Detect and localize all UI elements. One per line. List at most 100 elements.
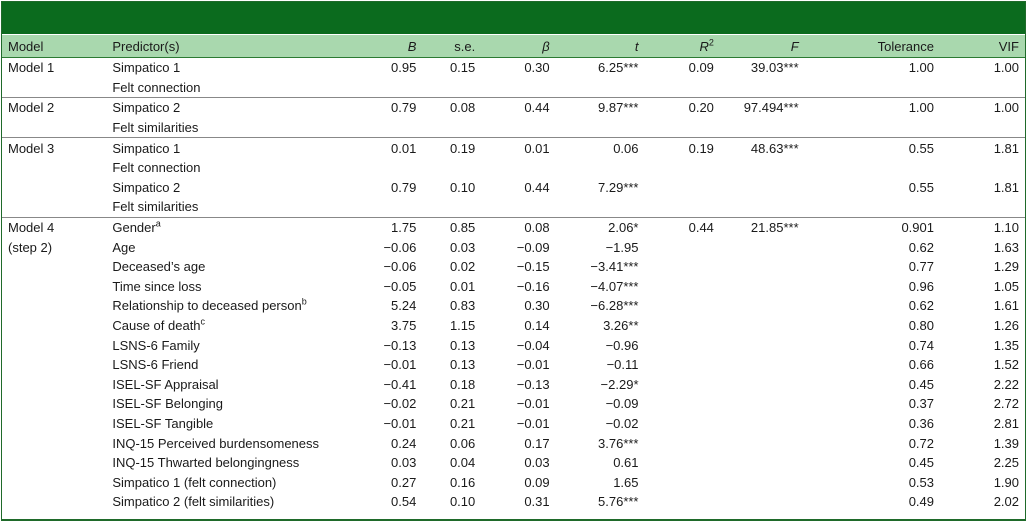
cell-b: 0.79 xyxy=(391,179,417,195)
cell-f xyxy=(714,118,799,138)
cell-beta: −0.09 xyxy=(516,239,550,255)
cell-beta: 0.44 xyxy=(524,179,550,195)
cell-f xyxy=(714,296,799,316)
cell-beta: 0.09 xyxy=(524,474,550,490)
cell-predictor: Relationship to deceased personb xyxy=(106,296,323,316)
cell-t xyxy=(550,118,639,138)
cell-model xyxy=(2,118,106,138)
header-r2-label: R xyxy=(699,38,709,54)
header-t: t xyxy=(549,35,639,58)
cell-model xyxy=(2,375,106,395)
cell-predictor: Gendera xyxy=(106,216,324,238)
cell-se: 0.18 xyxy=(449,376,476,392)
predictor-label: ISEL-SF Belonging xyxy=(112,396,223,412)
cell-t xyxy=(550,158,639,178)
cell-predictor: Age xyxy=(106,237,323,257)
cell-se: 0.21 xyxy=(449,415,476,431)
cell-b: 5.24 xyxy=(391,298,417,314)
cell-model xyxy=(2,78,106,98)
cell-predictor: INQ-15 Perceived burdensomeness xyxy=(106,433,323,453)
cell-model: Model 1 xyxy=(8,60,55,76)
cell-b: −0.01 xyxy=(383,357,417,373)
cell-tolerance: 0.80 xyxy=(908,318,934,334)
cell-model xyxy=(2,355,106,375)
cell-vif: 2.22 xyxy=(993,376,1019,392)
cell-tolerance: 0.45 xyxy=(908,455,934,471)
cell-r2: 0.09 xyxy=(688,60,714,76)
predictor-label: INQ-15 Thwarted belongingness xyxy=(112,455,300,471)
predictor-label: Simpatico 2 xyxy=(112,100,181,116)
cell-predictor: Felt similarities xyxy=(106,197,323,217)
cell-vif: 1.26 xyxy=(993,318,1019,334)
table-row: ISEL-SF Appraisal −0.41 0.18 −0.13 −2.29* 0.4… xyxy=(2,375,1025,395)
cell-f xyxy=(714,335,799,355)
cell-t: 6.25*** xyxy=(598,60,639,76)
predictor-label: Felt similarities xyxy=(112,120,199,136)
cell-b: 0.03 xyxy=(391,455,417,471)
cell-predictor: Simpatico 2 (felt similarities) xyxy=(106,492,323,512)
cell-r2 xyxy=(639,296,714,316)
cell-f xyxy=(714,375,799,395)
cell-b xyxy=(323,78,416,98)
cell-f xyxy=(714,472,799,492)
cell-t xyxy=(550,197,639,217)
cell-predictor: Simpatico 1 xyxy=(106,58,323,78)
cell-f xyxy=(714,394,799,414)
predictor-label: Felt similarities xyxy=(112,199,199,215)
table-row: INQ-15 Thwarted belongingness 0.03 0.04 0.0… xyxy=(2,453,1025,473)
cell-r2 xyxy=(639,237,714,257)
table-row: Relationship to deceased personb 5.24 0.83… xyxy=(2,296,1025,316)
cell-vif: 1.00 xyxy=(934,97,1025,118)
cell-model xyxy=(2,277,106,297)
cell-t: −0.02 xyxy=(605,415,639,431)
header-predictor: Predictor(s) xyxy=(106,35,324,58)
cell-tolerance: 0.74 xyxy=(908,337,934,353)
cell-predictor: Simpatico 1 xyxy=(106,137,324,158)
cell-model xyxy=(2,316,106,336)
cell-r2 xyxy=(639,355,714,375)
cell-tolerance: 0.66 xyxy=(908,357,934,373)
cell-model xyxy=(2,414,106,434)
cell-model xyxy=(2,178,106,198)
cell-tolerance xyxy=(799,158,934,178)
table-row: LSNS-6 Family −0.13 0.13 −0.04 −0.96 0.74 1.35 xyxy=(2,335,1025,355)
cell-vif xyxy=(934,158,1025,178)
cell-vif xyxy=(934,118,1025,138)
cell-tolerance: 0.62 xyxy=(908,239,934,255)
cell-t: 1.65 xyxy=(613,474,639,490)
cell-model xyxy=(2,197,106,217)
cell-beta: −0.01 xyxy=(516,396,550,412)
cell-b xyxy=(323,158,416,178)
predictor-label: Simpatico 1 (felt connection) xyxy=(112,474,277,490)
cell-b: −0.05 xyxy=(383,278,417,294)
cell-se xyxy=(416,118,475,138)
cell-beta: 0.31 xyxy=(524,494,550,510)
table-row: ISEL-SF Belonging −0.02 0.21 −0.01 −0.09 0.37… xyxy=(2,394,1025,414)
cell-t: 2.06* xyxy=(549,216,639,238)
cell-model: (step 2) xyxy=(8,239,53,255)
header-r2: R2 xyxy=(638,35,714,58)
table-row: Model 4 Gendera 1.75 0.85 0.08 2.06* 0.44 21.85… xyxy=(2,216,1025,238)
cell-t: 9.87*** xyxy=(549,97,639,118)
cell-beta: 0.01 xyxy=(475,137,550,158)
cell-t: 7.29*** xyxy=(598,179,639,195)
table-row: Time since loss −0.05 0.01 −0.16 −4.07*** 0.9… xyxy=(2,277,1025,297)
table-row: Model 3 Simpatico 1 0.01 0.19 0.01 0.06 0.19 48… xyxy=(2,137,1025,158)
table-row: LSNS-6 Friend −0.01 0.13 −0.01 −0.11 0.66 1.52 xyxy=(2,355,1025,375)
cell-b: −0.06 xyxy=(383,239,417,255)
cell-predictor: Felt connection xyxy=(106,158,323,178)
cell-f xyxy=(714,453,799,473)
table-row: Felt similarities xyxy=(2,118,1025,138)
cell-tolerance: 0.36 xyxy=(908,415,934,431)
cell-vif: 1.10 xyxy=(934,216,1025,238)
cell-b xyxy=(323,197,416,217)
cell-b xyxy=(323,118,416,138)
cell-model xyxy=(2,158,106,178)
header-model: Model xyxy=(2,35,107,58)
cell-predictor: LSNS-6 Family xyxy=(106,335,323,355)
cell-beta: −0.01 xyxy=(516,415,550,431)
predictor-label: Simpatico 1 xyxy=(112,140,181,156)
table-row: Simpatico 2 0.79 0.10 0.44 7.29*** 0.55 1.81 xyxy=(2,178,1025,198)
cell-tolerance: 0.96 xyxy=(908,278,934,294)
